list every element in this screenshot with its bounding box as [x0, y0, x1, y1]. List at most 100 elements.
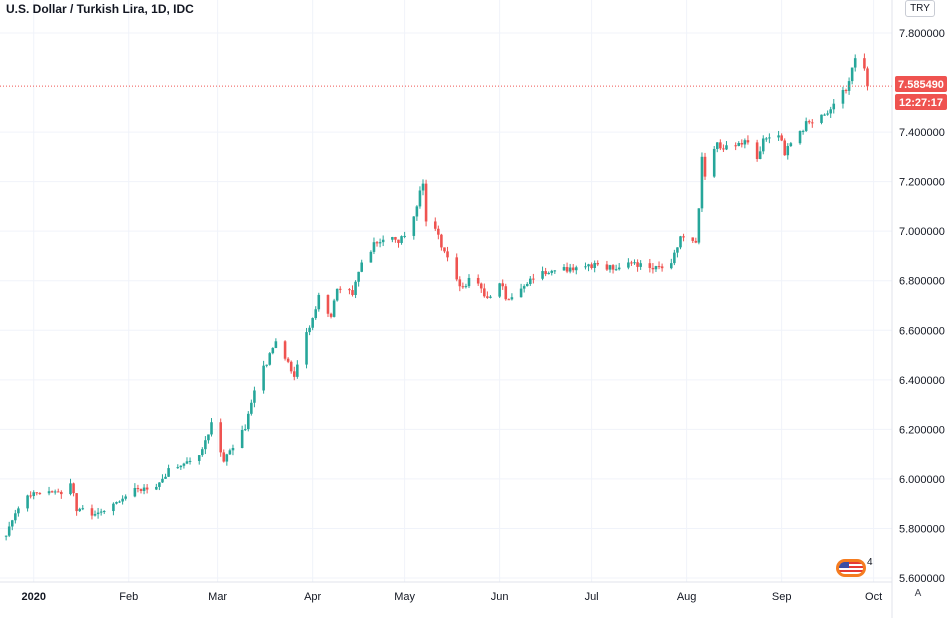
candle[interactable] — [553, 270, 557, 274]
candle[interactable] — [250, 399, 253, 416]
candle[interactable] — [866, 66, 869, 91]
candle[interactable] — [167, 464, 170, 477]
candle[interactable] — [378, 238, 382, 248]
candle[interactable] — [841, 86, 845, 109]
candle[interactable] — [507, 298, 511, 301]
candle[interactable] — [317, 292, 321, 312]
candle[interactable] — [418, 186, 422, 209]
candle[interactable] — [789, 141, 793, 148]
candle[interactable] — [440, 233, 443, 251]
candle[interactable] — [99, 508, 103, 516]
candle[interactable] — [547, 271, 550, 275]
candle[interactable] — [274, 338, 278, 349]
candle[interactable] — [185, 457, 189, 465]
candle[interactable] — [219, 418, 222, 457]
candle[interactable] — [501, 279, 504, 290]
candle[interactable] — [10, 519, 14, 531]
candle[interactable] — [145, 484, 149, 494]
candle[interactable] — [437, 225, 440, 240]
candle[interactable] — [611, 264, 615, 274]
candle[interactable] — [283, 340, 287, 361]
candle[interactable] — [798, 130, 802, 145]
candle[interactable] — [525, 282, 529, 287]
candle[interactable] — [565, 262, 569, 274]
candle[interactable] — [271, 347, 275, 355]
candle[interactable] — [464, 283, 468, 289]
candle[interactable] — [50, 490, 54, 493]
candle[interactable] — [400, 235, 403, 245]
candle[interactable] — [228, 448, 232, 455]
candle[interactable] — [136, 484, 140, 493]
candle[interactable] — [639, 260, 642, 270]
candle[interactable] — [412, 216, 416, 240]
candle[interactable] — [338, 286, 342, 294]
candle[interactable] — [722, 144, 725, 153]
candle[interactable] — [158, 482, 161, 491]
candle[interactable] — [348, 288, 351, 295]
candle[interactable] — [292, 366, 296, 381]
candle[interactable] — [765, 137, 768, 142]
candle[interactable] — [504, 283, 508, 301]
candle[interactable] — [700, 152, 704, 212]
candle[interactable] — [737, 141, 741, 147]
candle[interactable] — [832, 99, 836, 114]
candle[interactable] — [329, 312, 333, 319]
candle[interactable] — [391, 236, 394, 243]
candle[interactable] — [519, 283, 523, 298]
candle[interactable] — [311, 317, 314, 331]
candle[interactable] — [179, 465, 183, 470]
candle[interactable] — [60, 490, 63, 499]
candle[interactable] — [124, 494, 127, 501]
candle[interactable] — [544, 267, 547, 277]
candle[interactable] — [608, 264, 612, 273]
candle[interactable] — [90, 504, 94, 520]
candle[interactable] — [682, 233, 685, 242]
candle[interactable] — [476, 274, 480, 286]
candle[interactable] — [38, 492, 42, 495]
candle[interactable] — [397, 239, 400, 248]
candle[interactable] — [182, 462, 186, 469]
candle[interactable] — [746, 135, 750, 145]
candle[interactable] — [804, 117, 808, 132]
candle[interactable] — [654, 265, 658, 273]
candle[interactable] — [801, 129, 805, 135]
candle[interactable] — [222, 449, 226, 463]
candle[interactable] — [26, 494, 29, 512]
candle[interactable] — [850, 67, 854, 85]
candle[interactable] — [522, 284, 526, 293]
candle[interactable] — [617, 263, 621, 271]
candle[interactable] — [489, 295, 492, 299]
candle[interactable] — [768, 133, 771, 144]
candle[interactable] — [161, 474, 164, 483]
candle[interactable] — [712, 146, 716, 178]
candle[interactable] — [369, 250, 373, 263]
candle[interactable] — [121, 495, 124, 505]
candle[interactable] — [529, 276, 532, 286]
candle[interactable] — [636, 259, 639, 272]
candle[interactable] — [253, 386, 256, 408]
auto-scale-button[interactable]: A — [914, 588, 922, 599]
candle[interactable] — [446, 246, 449, 262]
candle[interactable] — [590, 262, 593, 270]
candle[interactable] — [197, 454, 201, 465]
candle[interactable] — [225, 453, 229, 466]
candle[interactable] — [614, 264, 618, 271]
candle[interactable] — [354, 280, 357, 299]
candle[interactable] — [210, 418, 213, 437]
candle[interactable] — [807, 119, 811, 125]
candle[interactable] — [78, 507, 81, 512]
candle[interactable] — [605, 260, 609, 271]
candle[interactable] — [164, 473, 167, 479]
candle[interactable] — [780, 133, 783, 142]
candle[interactable] — [777, 130, 780, 141]
candle[interactable] — [115, 501, 118, 505]
candle[interactable] — [326, 294, 330, 318]
candle[interactable] — [47, 486, 51, 496]
candle[interactable] — [783, 138, 787, 156]
candle[interactable] — [673, 249, 676, 266]
candle[interactable] — [381, 235, 385, 247]
candle[interactable] — [596, 260, 600, 267]
candle[interactable] — [479, 282, 483, 293]
candle[interactable] — [433, 217, 437, 231]
candle[interactable] — [510, 293, 514, 301]
